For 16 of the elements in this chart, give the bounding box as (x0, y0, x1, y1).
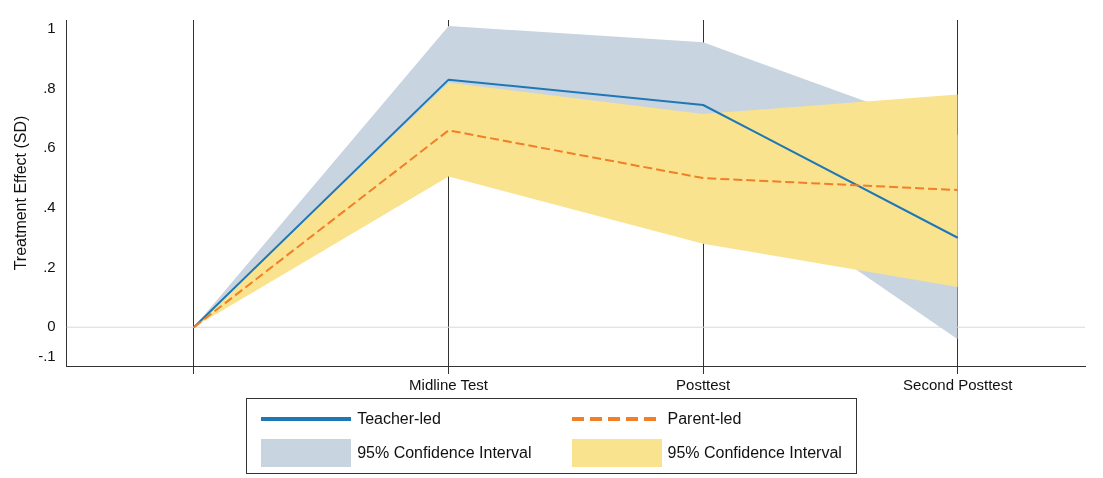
x-tick-label: Second Posttest (903, 376, 1014, 394)
y-axis-title: Treatment Effect (SD) (12, 115, 30, 271)
x-tick-label: Midline Test (409, 376, 489, 394)
y-tick-label: .6 (43, 138, 56, 156)
y-tick-label: 1 (47, 19, 56, 37)
y-tick-label: .2 (43, 257, 56, 275)
x-tick-label: Posttest (676, 376, 732, 394)
y-tick-label: -.1 (38, 347, 56, 365)
legend-label: Teacher-led (357, 410, 441, 428)
y-tick-label: 0 (47, 317, 56, 335)
text: 95% Confidence Interval (667, 444, 842, 462)
y-tick-label: .4 (43, 198, 56, 216)
line-series (192, 129, 959, 329)
text: 95% Confidence Interval (357, 444, 532, 462)
y-tick-label: .8 (43, 78, 56, 96)
legend-label: Parent-led (667, 410, 742, 428)
